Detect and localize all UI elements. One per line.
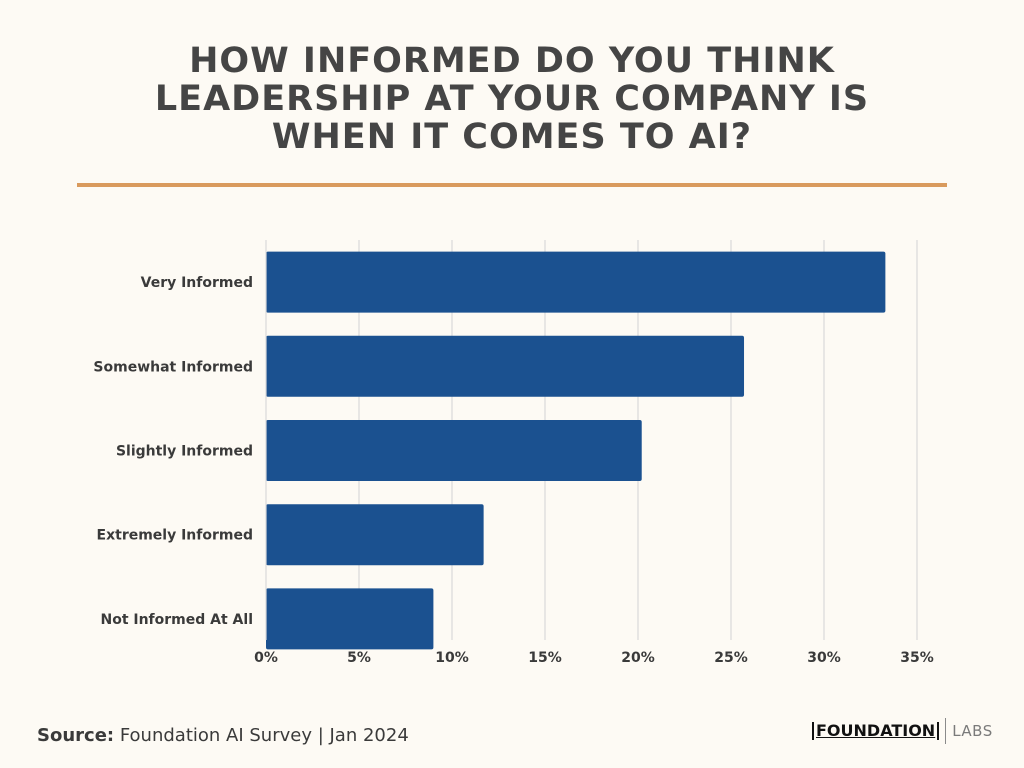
title-line-2: LEADERSHIP AT YOUR COMPANY IS	[154, 79, 870, 119]
bar-somewhat-informed	[266, 335, 745, 397]
bar-not-informed-at-all	[266, 588, 434, 650]
category-labels: Very Informed Somewhat Informed Slightly I…	[93, 275, 253, 628]
x-tick-label: 30%	[807, 650, 841, 666]
category-label: Not Informed At All	[100, 612, 253, 628]
logo-wordmark: FOUNDATION	[812, 722, 940, 740]
x-tick-label: 20%	[621, 650, 655, 666]
bars	[266, 251, 886, 650]
category-label: Slightly Informed	[116, 444, 253, 460]
x-tick-labels: 0% 5% 10% 15% 20% 25% 30% 35%	[254, 650, 934, 666]
category-label: Extremely Informed	[97, 528, 253, 544]
category-label: Very Informed	[141, 275, 253, 291]
title-line-3: WHEN IT COMES TO AI?	[271, 117, 753, 157]
bar-very-informed	[266, 251, 886, 313]
bar-slightly-informed	[266, 420, 642, 481]
x-tick-label: 0%	[254, 650, 278, 666]
x-tick-label: 15%	[528, 650, 562, 666]
source-label: Source:	[37, 725, 115, 746]
logo-sub: LABS	[952, 722, 993, 740]
bar-extremely-informed	[266, 504, 484, 566]
x-tick-label: 25%	[714, 650, 748, 666]
foundation-labs-logo: FOUNDATION LABS	[812, 718, 993, 744]
x-tick-label: 5%	[347, 650, 371, 666]
category-label: Somewhat Informed	[93, 359, 253, 375]
chart-title: HOW INFORMED DO YOU THINK LEADERSHIP AT …	[0, 42, 1024, 156]
source-note: Source: Foundation AI Survey | Jan 2024	[37, 725, 409, 746]
logo-separator	[945, 718, 947, 744]
title-divider	[77, 183, 947, 187]
x-tick-label: 10%	[435, 650, 469, 666]
title-line-1: HOW INFORMED DO YOU THINK	[189, 41, 835, 81]
source-text: Foundation AI Survey | Jan 2024	[114, 725, 409, 746]
x-tick-label: 35%	[900, 650, 934, 666]
